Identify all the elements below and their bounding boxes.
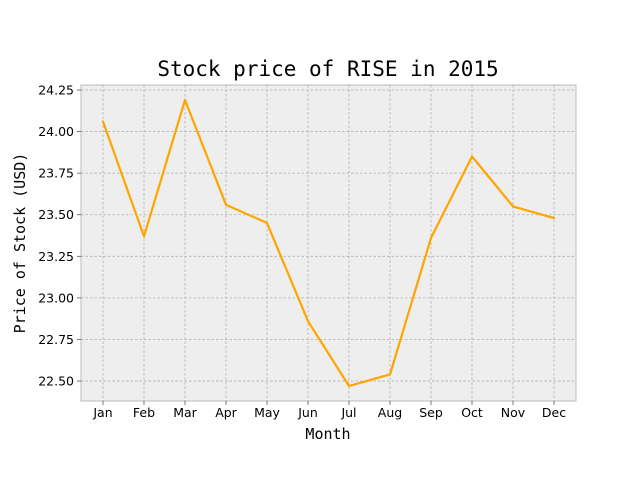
- x-tick-label: May: [254, 405, 280, 420]
- x-tick-label: Nov: [501, 405, 526, 420]
- grid: [81, 85, 576, 401]
- y-tick-label: 24.00: [38, 124, 74, 139]
- data-point: [552, 217, 556, 220]
- x-tick-label: Jan: [92, 405, 112, 420]
- x-tick-label: Aug: [378, 405, 402, 420]
- data-point: [470, 155, 474, 158]
- y-tick-label: 22.50: [38, 374, 74, 389]
- y-axis-label: Price of Stock (USD): [11, 153, 29, 334]
- y-tick-label: 23.25: [38, 249, 74, 264]
- x-tick-label: Apr: [215, 405, 237, 420]
- x-tick-label: Oct: [461, 405, 483, 420]
- data-point: [265, 221, 269, 225]
- series-line: [101, 98, 555, 388]
- x-tick-label: Feb: [133, 405, 155, 420]
- data-points: [101, 98, 556, 388]
- x-axis-label: Month: [305, 425, 350, 443]
- x-tick-label: Dec: [542, 405, 566, 420]
- data-point: [142, 235, 146, 238]
- data-point: [388, 373, 392, 376]
- y-tick-label: 23.75: [38, 166, 74, 181]
- x-tick-label: Sep: [419, 405, 443, 420]
- plot-area: [80, 84, 577, 402]
- chart-title: Stock price of RISE in 2015: [157, 57, 498, 81]
- data-point: [347, 384, 351, 388]
- y-axis: 22.50 22.75 23.00 23.25 23.50 23.75 24.00 24.25: [38, 82, 81, 389]
- data-point: [429, 236, 433, 240]
- x-axis: Jan Feb Mar Apr May Jun Jul Aug Sep Oct Nov Dec: [92, 401, 566, 420]
- x-tick-label: Mar: [173, 405, 197, 420]
- y-tick-label: 23.00: [38, 290, 74, 305]
- data-point: [224, 203, 228, 206]
- x-tick-label: Jun: [297, 405, 318, 420]
- data-point: [183, 98, 187, 102]
- data-point: [101, 120, 105, 123]
- data-point: [511, 205, 515, 208]
- y-tick-label: 22.75: [38, 332, 74, 347]
- data-point: [306, 320, 310, 323]
- x-tick-label: Jul: [340, 405, 356, 420]
- y-tick-label: 23.50: [38, 207, 74, 222]
- y-tick-label: 24.25: [38, 82, 74, 97]
